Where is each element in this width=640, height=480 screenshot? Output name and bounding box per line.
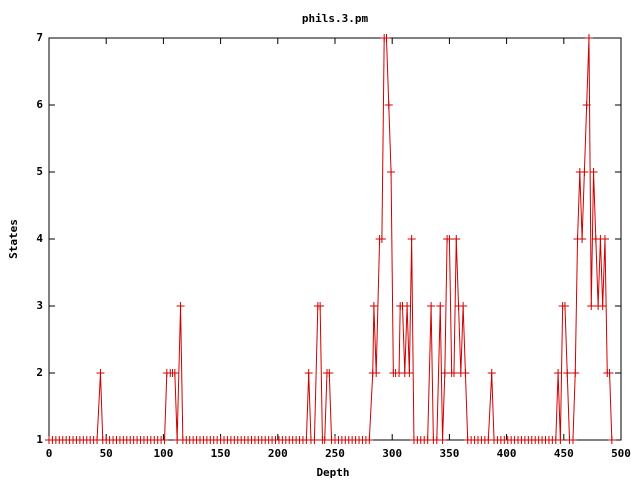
x-axis-label: Depth bbox=[316, 466, 349, 479]
y-axis-label: States bbox=[7, 219, 20, 259]
point-marker bbox=[160, 436, 169, 444]
point-marker bbox=[449, 369, 458, 377]
point-marker bbox=[407, 235, 416, 243]
y-tick-label: 3 bbox=[36, 299, 43, 312]
point-marker bbox=[598, 302, 607, 310]
point-marker bbox=[440, 369, 449, 377]
x-tick-label: 200 bbox=[268, 447, 288, 460]
point-marker bbox=[556, 436, 565, 444]
x-tick-label: 50 bbox=[100, 447, 113, 460]
point-marker bbox=[304, 369, 313, 377]
y-tick-label: 2 bbox=[36, 366, 43, 379]
x-tick-label: 0 bbox=[46, 447, 53, 460]
point-marker bbox=[320, 436, 329, 444]
point-marker bbox=[452, 235, 461, 243]
point-marker bbox=[403, 302, 412, 310]
y-tick-label: 1 bbox=[36, 433, 43, 446]
point-marker bbox=[459, 302, 468, 310]
point-marker bbox=[310, 436, 319, 444]
point-marker bbox=[369, 302, 378, 310]
point-marker bbox=[365, 436, 374, 444]
x-tick-label: 450 bbox=[554, 447, 574, 460]
point-marker bbox=[571, 369, 580, 377]
point-marker bbox=[580, 168, 589, 176]
point-marker bbox=[438, 436, 447, 444]
point-marker bbox=[436, 302, 445, 310]
y-tick-label: 7 bbox=[36, 31, 43, 44]
plot-frame bbox=[48, 37, 622, 441]
x-tick-label: 300 bbox=[382, 447, 402, 460]
point-marker bbox=[170, 369, 179, 377]
point-marker bbox=[377, 235, 386, 243]
x-tick-label: 350 bbox=[439, 447, 459, 460]
point-marker bbox=[560, 302, 569, 310]
point-marker bbox=[325, 369, 334, 377]
point-marker bbox=[600, 235, 609, 243]
point-marker bbox=[563, 369, 572, 377]
point-marker bbox=[582, 101, 591, 109]
point-marker bbox=[587, 302, 596, 310]
point-marker bbox=[176, 302, 185, 310]
point-marker bbox=[382, 34, 391, 42]
y-tick-label: 6 bbox=[36, 98, 43, 111]
x-tick-label: 400 bbox=[497, 447, 517, 460]
point-marker bbox=[578, 235, 587, 243]
x-tick-label: 100 bbox=[153, 447, 173, 460]
point-marker bbox=[461, 369, 470, 377]
point-marker bbox=[605, 369, 614, 377]
y-tick-label: 5 bbox=[36, 165, 43, 178]
point-marker bbox=[445, 235, 454, 243]
chart-title: phils.3.pm bbox=[302, 12, 369, 25]
point-marker bbox=[568, 436, 577, 444]
point-marker bbox=[384, 101, 393, 109]
point-marker bbox=[554, 369, 563, 377]
x-tick-label: 500 bbox=[611, 447, 631, 460]
point-marker bbox=[487, 369, 496, 377]
point-marker bbox=[96, 369, 105, 377]
data-line bbox=[49, 37, 613, 441]
point-marker bbox=[372, 369, 381, 377]
x-tick-label: 250 bbox=[325, 447, 345, 460]
point-marker bbox=[387, 168, 396, 176]
x-tick-label: 150 bbox=[211, 447, 231, 460]
point-marker bbox=[405, 369, 414, 377]
y-tick-label: 4 bbox=[36, 232, 43, 245]
point-marker bbox=[316, 302, 325, 310]
point-marker bbox=[427, 302, 436, 310]
point-marker bbox=[584, 34, 593, 42]
point-marker bbox=[589, 168, 598, 176]
point-marker bbox=[607, 436, 616, 444]
